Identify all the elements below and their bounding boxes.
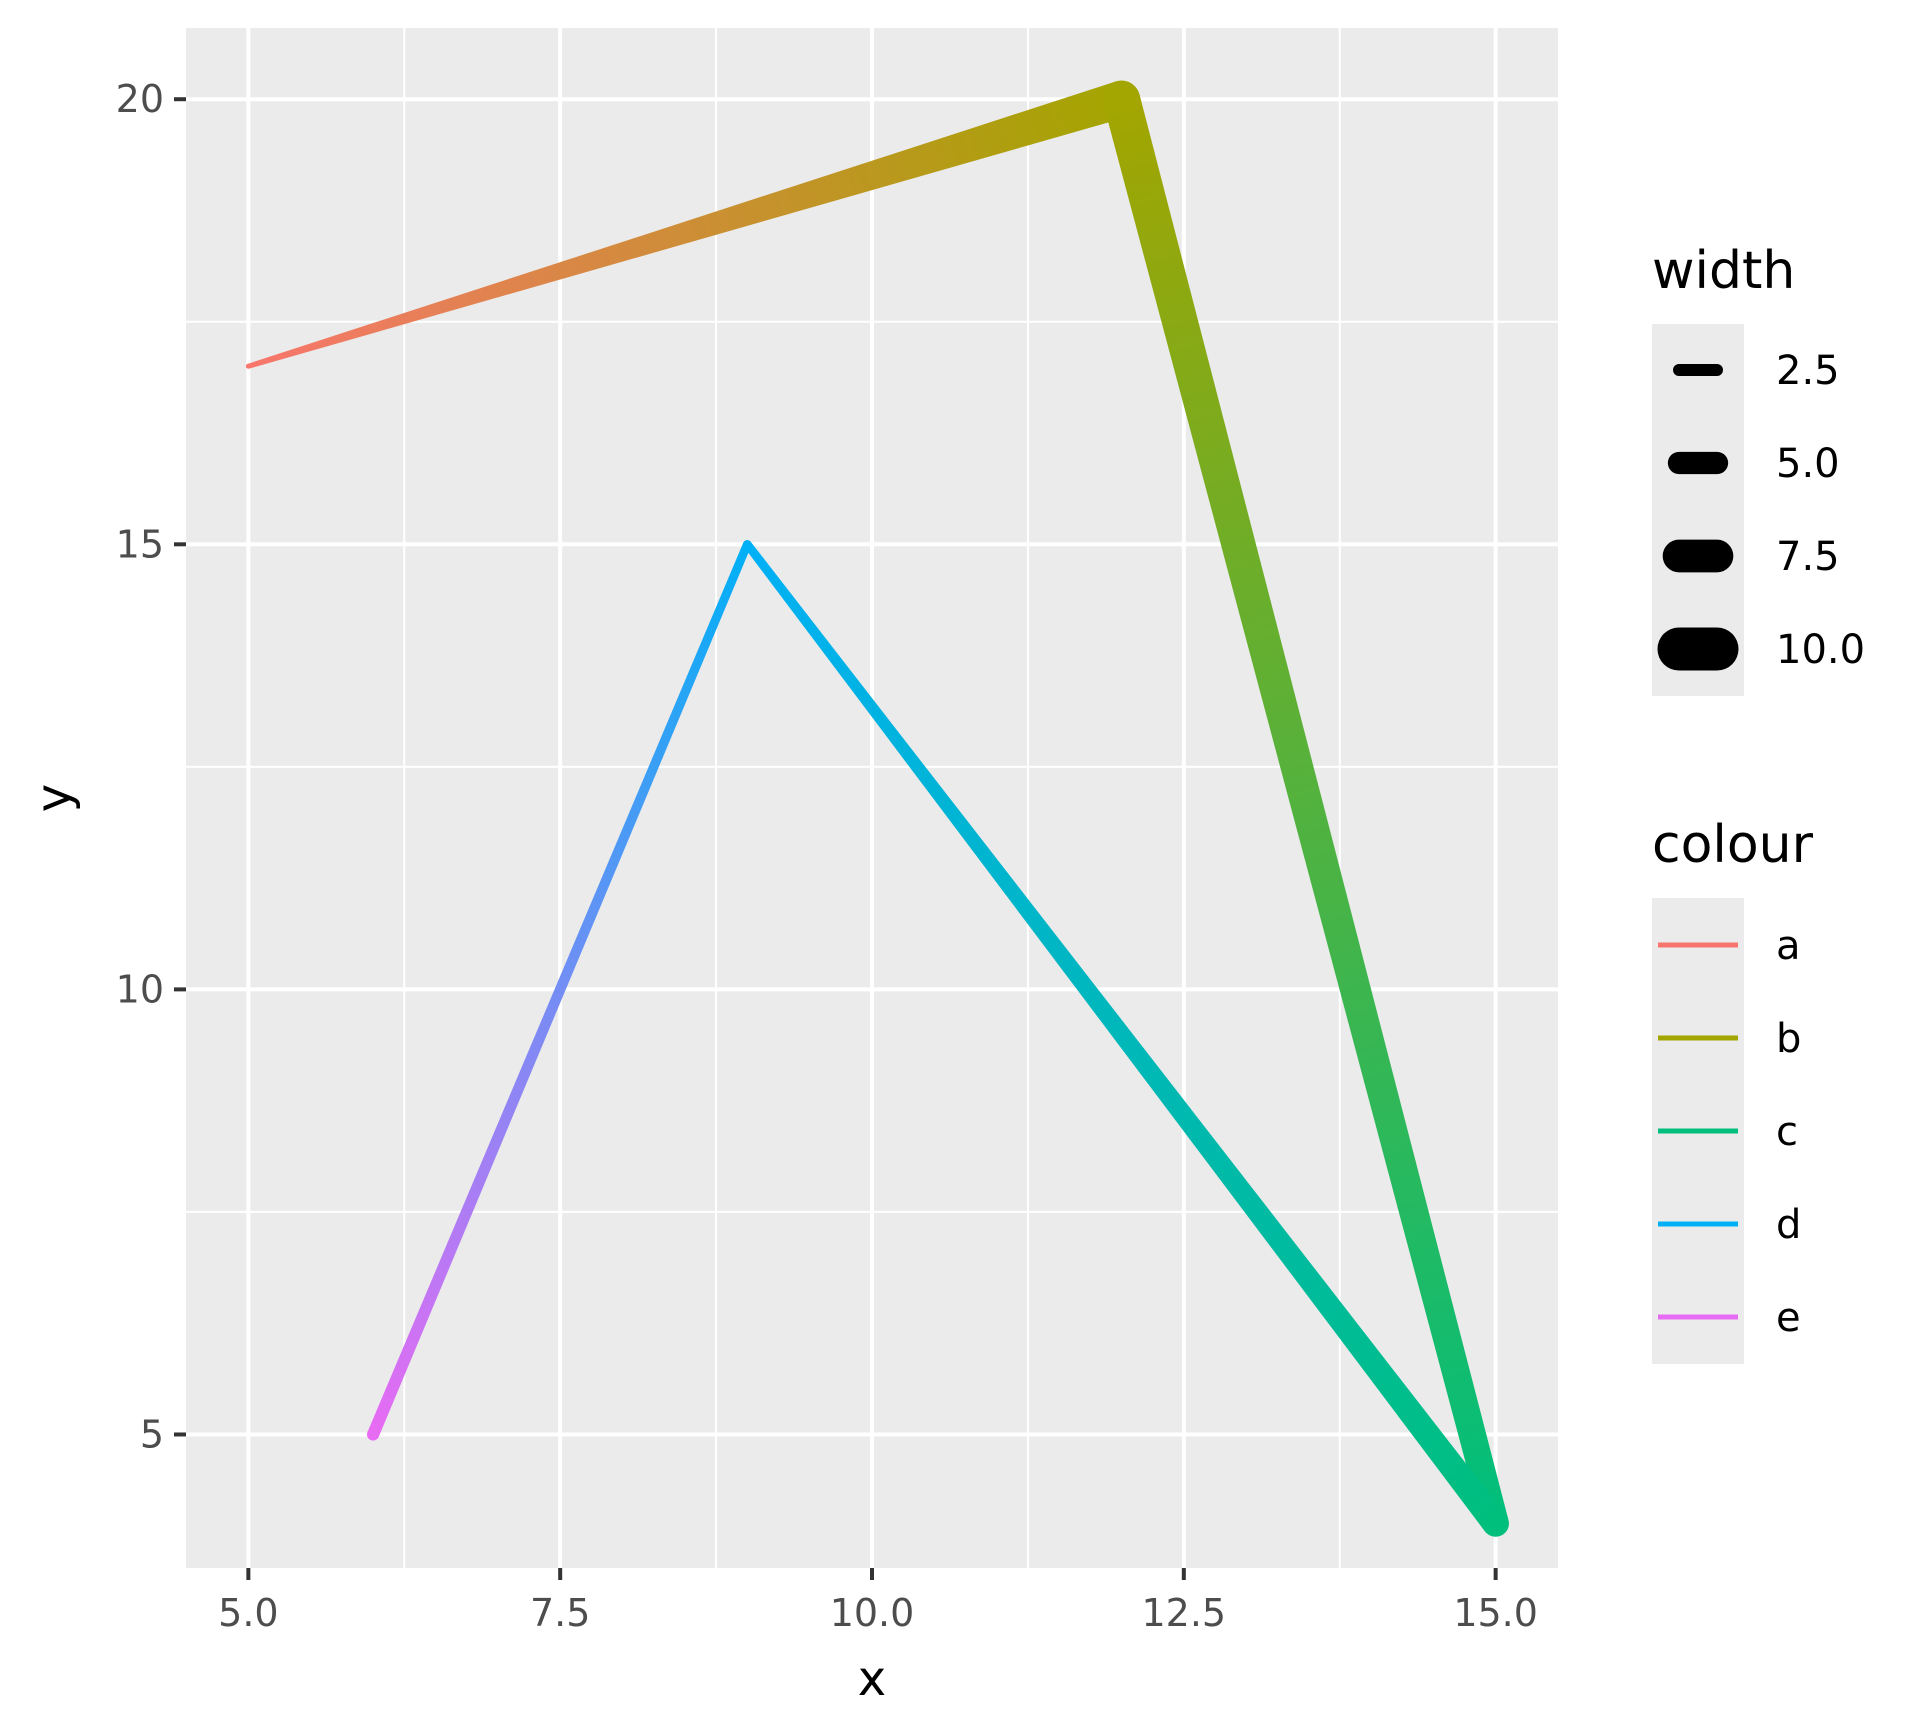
- path-segment-a-b: [247, 81, 1127, 369]
- legend-colour-label: a: [1776, 923, 1801, 969]
- path-segment-c-d: [743, 541, 1507, 1532]
- axes: 5.0 7.5 10.0 12.5 15.0 5 10 15 20: [116, 77, 1538, 1635]
- x-tick-label: 15.0: [1453, 1591, 1538, 1635]
- path-joint-d: [742, 540, 752, 549]
- legend-colour-title: colour: [1652, 815, 1814, 875]
- path-joint-c: [1482, 1510, 1509, 1537]
- legend-colour-label: b: [1776, 1016, 1801, 1062]
- legend-colour-label: d: [1776, 1202, 1801, 1248]
- x-axis-title: x: [858, 1651, 886, 1707]
- legend-width-label: 7.5: [1776, 534, 1840, 580]
- x-tick-label: 7.5: [530, 1591, 590, 1635]
- y-tick-label: 5: [140, 1412, 164, 1456]
- y-axis-title: y: [26, 784, 82, 812]
- major-gridlines: [186, 28, 1558, 1568]
- legend-colour-label: c: [1776, 1109, 1798, 1155]
- legend-colour-label: e: [1776, 1295, 1801, 1341]
- x-tick-label: 10.0: [830, 1591, 915, 1635]
- y-tick-label: 15: [116, 522, 164, 566]
- path-series: [245, 80, 1509, 1537]
- x-tick-label: 12.5: [1142, 1591, 1227, 1635]
- path-joint-e: [366, 1428, 380, 1441]
- x-tick-label: 5.0: [218, 1591, 278, 1635]
- y-tick-label: 10: [116, 967, 164, 1011]
- path-joint-b: [1102, 80, 1141, 118]
- path-segment-d-e: [367, 542, 752, 1437]
- legend-width: width 2.5 5.0 7.5 10.0: [1652, 241, 1865, 696]
- y-tick-label: 20: [116, 77, 164, 121]
- legend-width-title: width: [1652, 241, 1795, 301]
- legend-width-label: 10.0: [1776, 627, 1865, 673]
- path-segment-b-c: [1103, 94, 1509, 1527]
- legend-width-label: 2.5: [1776, 348, 1840, 394]
- path-joint-a: [245, 363, 251, 369]
- legend-colour: colour a b c d e: [1652, 815, 1814, 1364]
- legend-width-label: 5.0: [1776, 441, 1840, 487]
